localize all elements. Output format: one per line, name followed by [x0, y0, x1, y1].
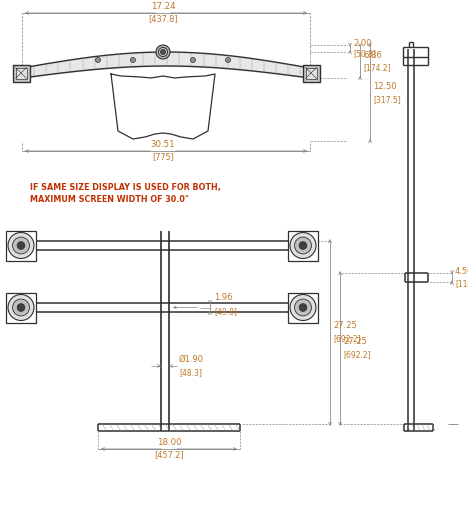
Text: 4.50: 4.50: [455, 267, 468, 276]
Text: Ø1.90: Ø1.90: [179, 355, 204, 364]
Text: MAXIMUM SCREEN WIDTH OF 30.0": MAXIMUM SCREEN WIDTH OF 30.0": [30, 195, 189, 204]
Circle shape: [13, 237, 29, 254]
Text: [317.5]: [317.5]: [373, 95, 401, 104]
Text: [114.3]: [114.3]: [455, 279, 468, 289]
Text: 30.51: 30.51: [151, 140, 176, 149]
Circle shape: [131, 57, 136, 63]
Bar: [306, 68, 316, 79]
Circle shape: [159, 47, 168, 56]
Circle shape: [17, 242, 25, 250]
Circle shape: [190, 57, 196, 63]
Text: 18.00: 18.00: [157, 438, 181, 447]
Circle shape: [299, 304, 307, 312]
Text: IF SAME SIZE DISPLAY IS USED FOR BOTH,: IF SAME SIZE DISPLAY IS USED FOR BOTH,: [30, 183, 221, 192]
Text: [50.8]: [50.8]: [353, 49, 376, 58]
Circle shape: [294, 237, 311, 254]
Bar: [6, 292, 36, 322]
Text: 17.24: 17.24: [151, 2, 176, 11]
Text: 1.96: 1.96: [214, 293, 233, 302]
Bar: [288, 230, 318, 260]
Bar: [15, 68, 27, 79]
Text: [174.2]: [174.2]: [363, 64, 391, 72]
Text: [692.2]: [692.2]: [333, 334, 361, 343]
Circle shape: [13, 299, 29, 316]
Text: [48.3]: [48.3]: [179, 368, 202, 377]
Circle shape: [156, 45, 170, 59]
Circle shape: [290, 294, 316, 320]
Bar: [302, 65, 320, 81]
Bar: [13, 65, 29, 81]
Text: 6.86: 6.86: [363, 51, 382, 59]
Text: 2.00: 2.00: [353, 39, 372, 47]
Circle shape: [290, 232, 316, 258]
Circle shape: [95, 57, 101, 63]
Circle shape: [161, 49, 166, 55]
Circle shape: [8, 232, 34, 258]
Text: [437.8]: [437.8]: [148, 14, 178, 23]
Circle shape: [8, 294, 34, 320]
Bar: [6, 230, 36, 260]
Text: [457.2]: [457.2]: [154, 450, 184, 459]
Circle shape: [226, 57, 231, 63]
Circle shape: [299, 242, 307, 250]
Text: [49.8]: [49.8]: [214, 307, 237, 316]
Text: [775]: [775]: [152, 152, 174, 161]
Text: [692.2]: [692.2]: [343, 351, 371, 359]
Bar: [288, 292, 318, 322]
Circle shape: [294, 299, 311, 316]
Text: 27.25: 27.25: [333, 321, 357, 330]
Text: 27.25: 27.25: [343, 338, 367, 346]
Circle shape: [17, 304, 25, 312]
Text: 12.50: 12.50: [373, 82, 396, 91]
